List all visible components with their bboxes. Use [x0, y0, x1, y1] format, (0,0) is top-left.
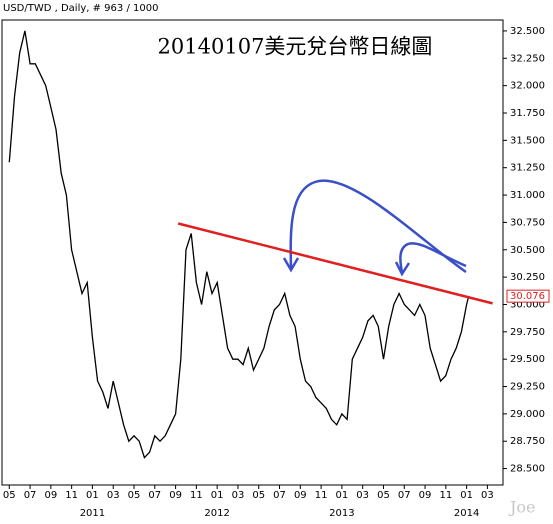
y-tick-label: 29.500	[510, 354, 545, 365]
y-tick-label: 28.500	[510, 464, 545, 475]
chart-title: 20140107美元兌台幣日線圖	[158, 35, 433, 59]
y-tick-label: 32.000	[510, 81, 545, 92]
last-price-label: 30.076	[510, 291, 545, 302]
x-tick-label: 11	[65, 490, 78, 501]
x-year-label: 2013	[329, 508, 354, 519]
x-tick-label: 09	[169, 490, 182, 501]
x-tick-label: 01	[211, 490, 224, 501]
x-tick-label: 07	[398, 490, 411, 501]
x-year-label: 2012	[204, 508, 229, 519]
y-tick-label: 31.250	[510, 163, 545, 174]
x-tick-label: 05	[3, 490, 16, 501]
watermark: Joe	[508, 498, 536, 517]
x-tick-label: 03	[481, 490, 494, 501]
y-tick-label: 29.000	[510, 409, 545, 420]
x-tick-label: 01	[336, 490, 349, 501]
chart-header: USD/TWD , Daily, # 963 / 1000	[3, 3, 158, 14]
y-tick-label: 30.000	[510, 299, 545, 310]
x-tick-label: 03	[107, 490, 120, 501]
x-tick-label: 07	[148, 490, 161, 501]
last-price-box	[506, 289, 550, 303]
arrow-curve	[289, 179, 467, 274]
x-tick-label: 05	[252, 490, 265, 501]
y-tick-label: 29.750	[510, 327, 545, 338]
x-tick-label: 05	[377, 490, 390, 501]
y-tick-label: 32.500	[510, 26, 545, 37]
x-tick-label: 09	[44, 490, 57, 501]
x-tick-label: 11	[190, 490, 203, 501]
y-tick-label: 32.250	[510, 53, 545, 64]
arrow-head	[282, 257, 300, 273]
y-tick-label: 28.750	[510, 436, 545, 447]
x-year-label: 2011	[80, 508, 105, 519]
trend-line	[177, 222, 493, 305]
price-line	[8, 30, 470, 459]
y-tick-label: 30.250	[510, 272, 545, 283]
arrow-curve	[399, 242, 467, 273]
x-tick-label: 01	[460, 490, 473, 501]
x-tick-label: 11	[315, 490, 328, 501]
y-tick-label: 31.000	[510, 190, 545, 201]
x-tick-label: 11	[439, 490, 452, 501]
plot-frame	[1, 19, 504, 486]
x-tick-label: 05	[128, 490, 141, 501]
x-tick-label: 01	[86, 490, 99, 501]
arrows	[282, 179, 467, 277]
x-tick-label: 07	[273, 490, 286, 501]
x-tick-label: 07	[24, 490, 37, 501]
x-tick-label: 09	[294, 490, 307, 501]
x-tick-label: 03	[356, 490, 369, 501]
y-tick-label: 30.500	[510, 245, 545, 256]
x-tick-label: 03	[232, 490, 245, 501]
y-tick-label: 30.750	[510, 217, 545, 228]
x-tick-label: 09	[419, 490, 432, 501]
arrow-head	[394, 261, 411, 277]
x-year-label: 2014	[454, 508, 479, 519]
y-tick-label: 31.750	[510, 108, 545, 119]
y-tick-label: 29.250	[510, 382, 545, 393]
y-tick-label: 31.500	[510, 135, 545, 146]
